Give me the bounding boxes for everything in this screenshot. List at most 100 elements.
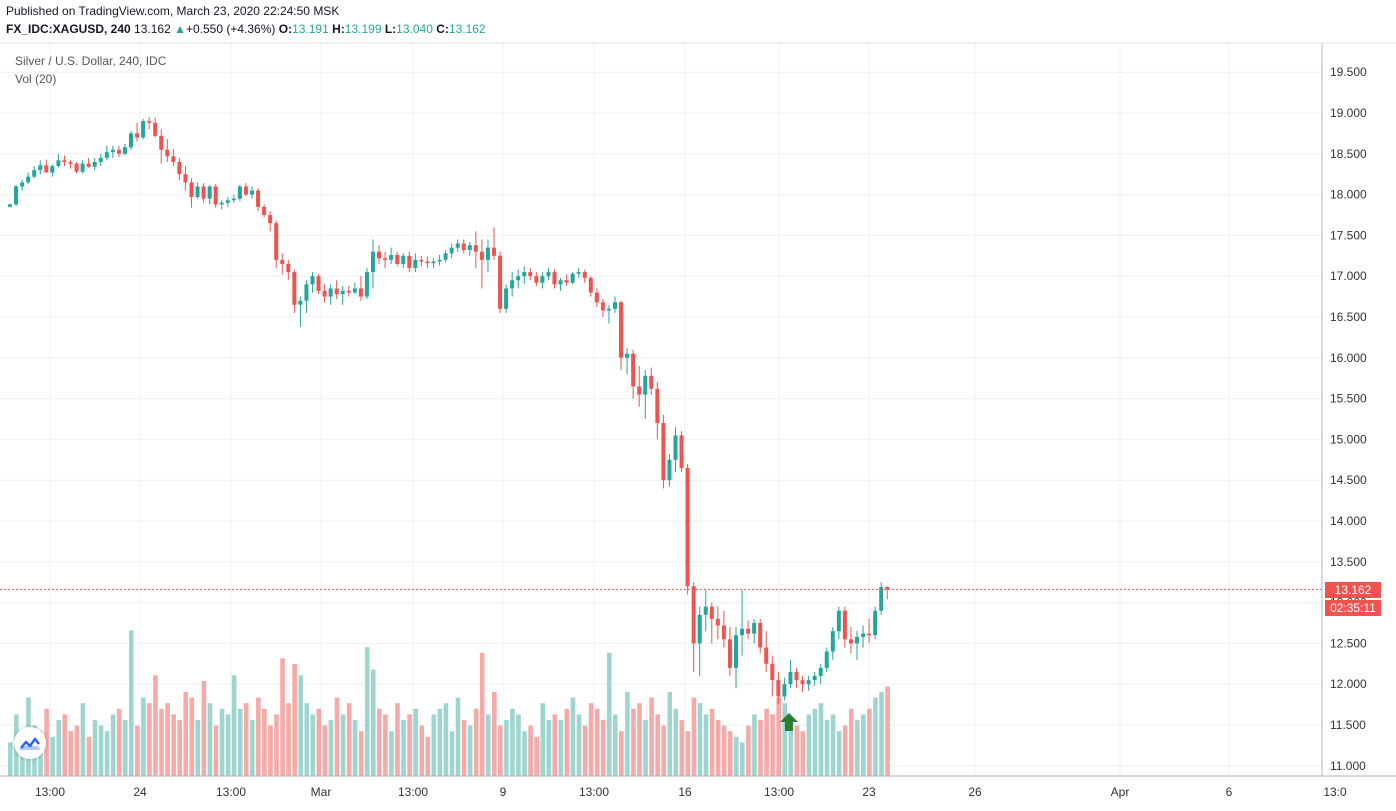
candle-body: [855, 636, 859, 644]
volume-bar: [588, 703, 594, 776]
volume-bar: [104, 731, 110, 776]
tradingview-logo[interactable]: [14, 727, 46, 759]
candle-body: [26, 176, 31, 183]
candle-body: [80, 163, 85, 172]
volume-indicator-label[interactable]: Vol (20): [15, 72, 57, 86]
volume-bar: [848, 708, 854, 776]
volume-bar: [401, 720, 406, 776]
volume-bar: [764, 708, 769, 776]
candle-body: [159, 135, 164, 150]
price-tick-label: 16.000: [1330, 351, 1367, 365]
candle-body: [298, 300, 303, 305]
series-title[interactable]: Silver / U.S. Dollar, 240, IDC: [15, 54, 167, 68]
candle-body: [637, 386, 642, 395]
volume-bar: [649, 697, 654, 776]
candle: [770, 655, 775, 697]
candle-body: [492, 247, 496, 256]
candle: [38, 160, 43, 175]
candle-body: [879, 587, 884, 611]
candle: [116, 145, 121, 158]
candle-body: [44, 165, 49, 173]
candle: [570, 272, 575, 285]
candle-body: [721, 625, 726, 640]
volume-bar: [334, 697, 340, 776]
volume-bar: [274, 714, 279, 776]
candle: [177, 157, 182, 180]
candle-body: [564, 280, 569, 283]
candle: [746, 620, 751, 640]
candle-body: [122, 147, 127, 154]
candle-body: [292, 272, 297, 305]
candle-body: [498, 255, 503, 309]
candle-body: [661, 423, 666, 481]
candle-body: [443, 253, 448, 260]
volume-bar: [830, 714, 836, 776]
candle: [734, 627, 738, 689]
candle-body: [268, 215, 273, 224]
candle: [594, 288, 599, 308]
volume-bar: [310, 714, 316, 776]
candle-body: [437, 259, 442, 262]
candle: [171, 148, 176, 167]
candle-body: [346, 290, 351, 293]
candle: [794, 667, 799, 689]
candle: [425, 256, 430, 269]
volume-bar: [643, 720, 648, 776]
candle-body: [479, 251, 484, 260]
candle-body: [183, 174, 188, 183]
volume-bar: [201, 680, 207, 776]
candle: [443, 250, 448, 263]
candle: [334, 280, 339, 300]
candle: [431, 258, 436, 269]
time-tick-label: Apr: [1111, 785, 1130, 799]
candle: [50, 164, 55, 177]
candle-body: [461, 243, 466, 251]
candle-body: [104, 152, 109, 158]
candle-body: [304, 284, 309, 301]
candle: [286, 259, 291, 281]
candle: [498, 251, 503, 313]
candle: [552, 269, 557, 289]
candle: [492, 227, 496, 260]
candle-body: [389, 254, 394, 260]
time-tick-label: 9: [500, 785, 507, 799]
candle-body: [425, 261, 430, 264]
volume-bar: [485, 714, 491, 776]
candle: [322, 284, 327, 303]
symbol-name[interactable]: FX_IDC:XAGUSD, 240: [6, 22, 131, 36]
volume-bar: [528, 725, 533, 776]
candle-body: [116, 149, 121, 154]
candle: [879, 582, 884, 615]
candle-body: [352, 288, 357, 293]
candle: [818, 663, 823, 685]
candle-body: [740, 628, 745, 636]
candle: [848, 627, 853, 654]
price-tick-label: 18.000: [1330, 188, 1367, 202]
candle: [691, 582, 696, 672]
volume-bar: [522, 731, 527, 776]
candle: [371, 239, 375, 289]
candle: [685, 463, 690, 595]
candle-body: [594, 292, 599, 303]
candle: [419, 255, 424, 267]
price-tick-label: 12.500: [1330, 636, 1367, 650]
candle: [528, 268, 533, 281]
candle-body: [286, 263, 291, 273]
candle-body: [558, 280, 563, 285]
candle: [207, 184, 212, 205]
candle: [606, 304, 611, 324]
candle: [147, 117, 152, 130]
volume-bar: [552, 714, 558, 776]
candle: [649, 367, 654, 395]
candle: [104, 145, 109, 161]
candle: [32, 166, 37, 179]
volume-bar: [56, 720, 61, 776]
candle-body: [129, 133, 133, 148]
candle: [413, 253, 418, 273]
time-tick-label: 24: [133, 785, 147, 799]
volume-bar: [498, 725, 503, 776]
candle: [352, 282, 357, 295]
volume-bar: [758, 720, 763, 776]
candle: [788, 659, 793, 689]
